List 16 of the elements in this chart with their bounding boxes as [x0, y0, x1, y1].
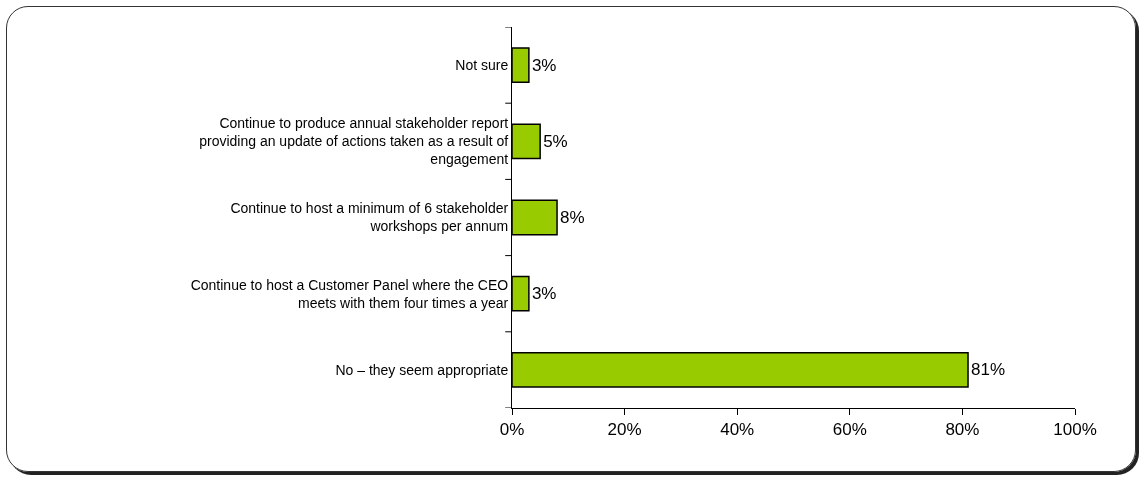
- y-tick-label: Continue to host a Customer Panel where the CEO meets with them four times a year: [190, 276, 509, 311]
- data-label: 5%: [543, 131, 568, 151]
- y-tick-label: Continue to produce annual stakeholder report providing an update of actions taken as a result of engagement: [199, 115, 509, 168]
- x-tick-label: 80%: [945, 420, 980, 440]
- data-label: 8%: [560, 208, 585, 228]
- y-tick-label: Not sure: [455, 57, 509, 73]
- data-label: 81%: [971, 360, 1006, 380]
- data-label: 3%: [531, 55, 557, 75]
- x-tick-label: 40%: [720, 420, 755, 440]
- x-tick-label: 0%: [499, 420, 525, 440]
- data-label: 3%: [531, 284, 557, 304]
- x-tick-label: 20%: [607, 420, 642, 440]
- y-tick-label: Continue to host a minimum of 6 stakeholder workshops per annum: [230, 200, 509, 235]
- y-tick-label: No – they seem appropriate: [335, 361, 509, 378]
- x-tick-label: 100%: [1053, 420, 1097, 440]
- x-tick-label: 60%: [832, 420, 867, 440]
